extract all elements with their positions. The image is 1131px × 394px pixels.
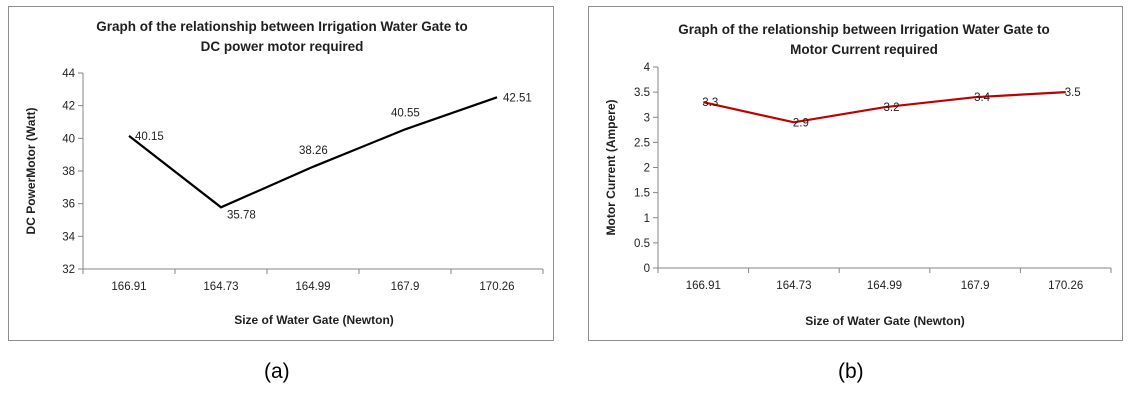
chart-b-x-axis-title: Size of Water Gate (Newton) <box>805 314 965 328</box>
chart-a-series-line <box>128 96 498 209</box>
chart-a-y-tick-label: 34 <box>62 231 75 243</box>
chart-b-data-label: 3.3 <box>702 97 718 109</box>
chart-a-data-label: 35.78 <box>227 209 256 221</box>
chart-b-x-tick-label: 170.26 <box>1048 280 1083 292</box>
chart-b-data-label: 3.4 <box>974 92 991 104</box>
chart-b-y-tick-label: 2 <box>644 163 650 175</box>
chart-b-y-tick-label: 3 <box>644 112 650 124</box>
chart-a-x-tick-label: 164.73 <box>203 281 238 293</box>
chart-b-series-line <box>703 91 1066 124</box>
chart-a-data-label: 38.26 <box>299 145 328 157</box>
chart-a-svg: Graph of the relationship between Irriga… <box>24 19 544 327</box>
chart-a-x-tick-label: 170.26 <box>479 281 514 293</box>
chart-a-x-tick-label: 166.91 <box>111 281 146 293</box>
chart-b-svg: Graph of the relationship between Irriga… <box>604 22 1112 328</box>
chart-b-title-line-0: Graph of the relationship between Irriga… <box>678 22 1050 37</box>
chart-a-y-tick-label: 36 <box>62 199 75 211</box>
caption-a: (a) <box>264 360 290 383</box>
chart-a-title-line-0: Graph of the relationship between Irriga… <box>96 19 468 34</box>
chart-a-y-tick-label: 44 <box>62 68 75 80</box>
chart-a-y-tick-label: 32 <box>62 264 75 276</box>
chart-a-data-label: 40.15 <box>135 131 164 143</box>
chart-b-y-axis-title: Motor Current (Ampere) <box>604 99 618 235</box>
chart-b-y-tick-label: 0.5 <box>634 238 650 250</box>
chart-panel-b: Graph of the relationship between Irriga… <box>588 6 1123 341</box>
chart-b-x-tick-label: 164.99 <box>867 280 902 292</box>
chart-a-y-tick-label: 40 <box>62 133 75 145</box>
chart-b-title-line-1: Motor Current required <box>790 42 938 57</box>
chart-a-data-label: 40.55 <box>391 107 420 119</box>
chart-a-x-tick-label: 164.99 <box>295 281 330 293</box>
chart-b-x-tick-label: 167.9 <box>961 280 990 292</box>
chart-b-x-tick-label: 166.91 <box>686 280 721 292</box>
chart-a-data-label: 42.51 <box>503 92 532 104</box>
chart-a-y-tick-label: 42 <box>62 101 75 113</box>
chart-b-data-label: 2.9 <box>793 117 809 129</box>
chart-b-data-label: 3.2 <box>884 102 900 114</box>
chart-b-x-tick-label: 164.73 <box>776 280 811 292</box>
chart-b-y-tick-label: 4 <box>644 62 651 74</box>
chart-b-y-tick-label: 3.5 <box>634 87 650 99</box>
chart-a-x-axis-title: Size of Water Gate (Newton) <box>234 313 394 327</box>
chart-b-y-tick-label: 1 <box>644 213 650 225</box>
chart-a-title-line-1: DC power motor required <box>201 39 364 54</box>
chart-b-data-label: 3.5 <box>1065 87 1081 99</box>
chart-a-y-tick-label: 38 <box>62 166 75 178</box>
chart-panel-a: Graph of the relationship between Irriga… <box>8 6 554 341</box>
chart-a-y-axis-title: DC PowerMotor (Watt) <box>24 108 38 235</box>
chart-b-y-tick-label: 0 <box>644 263 650 275</box>
chart-b-y-tick-label: 1.5 <box>634 188 650 200</box>
chart-b-y-tick-label: 2.5 <box>634 137 650 149</box>
chart-a-x-tick-label: 167.9 <box>391 281 420 293</box>
caption-b: (b) <box>838 360 864 383</box>
